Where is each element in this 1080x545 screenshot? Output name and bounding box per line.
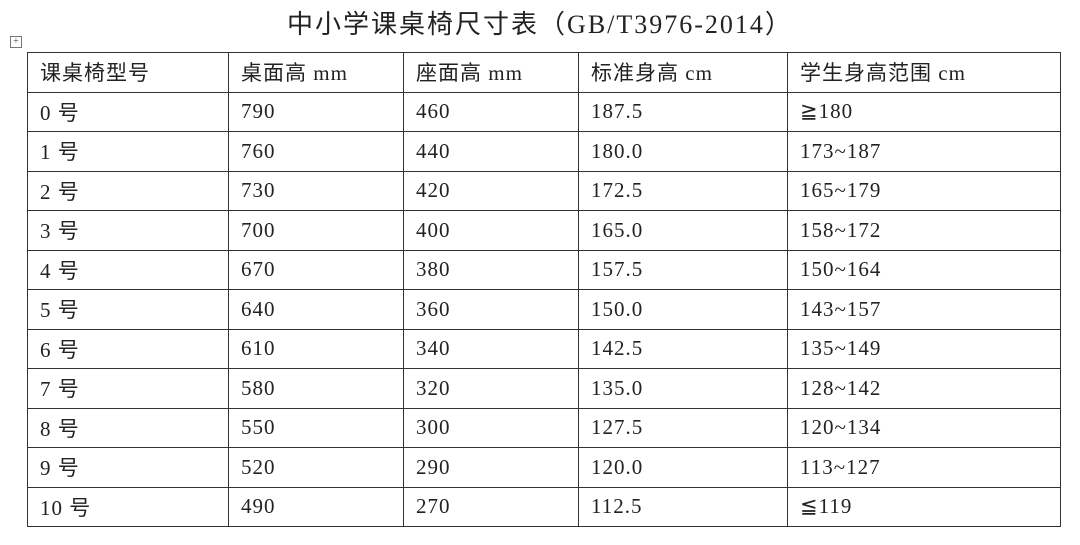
table-cell: 550	[228, 407, 404, 448]
table-cell: 440	[403, 131, 579, 172]
table-cell: 5 号	[27, 289, 229, 330]
table-cell: 490	[228, 486, 404, 527]
table-cell: 3 号	[27, 210, 229, 251]
table-cell: 8 号	[27, 407, 229, 448]
header-cell: 标准身高 cm	[578, 52, 788, 93]
header-cell: 课桌椅型号	[27, 52, 229, 93]
table-cell: 127.5	[578, 407, 788, 448]
table-cell: 790	[228, 91, 404, 132]
header-cell: 学生身高范围 cm	[787, 52, 1061, 93]
table-cell: 700	[228, 210, 404, 251]
table-cell: 150.0	[578, 289, 788, 330]
table-cell: 290	[403, 447, 579, 488]
table-cell: 270	[403, 486, 579, 527]
table-cell: 173~187	[787, 131, 1061, 172]
data-row: 5 号 640 360 150.0 143~157	[27, 289, 1061, 330]
table-cell: ≧180	[787, 91, 1061, 132]
data-row: 1 号 760 440 180.0 173~187	[27, 131, 1061, 172]
table-cell: 10 号	[27, 486, 229, 527]
data-row: 10 号 490 270 112.5 ≦119	[27, 486, 1061, 527]
table-cell: 165.0	[578, 210, 788, 251]
table-cell: 180.0	[578, 131, 788, 172]
table-cell: 120.0	[578, 447, 788, 488]
table-cell: 360	[403, 289, 579, 330]
data-row: 9 号 520 290 120.0 113~127	[27, 447, 1061, 488]
table-cell: 760	[228, 131, 404, 172]
table-cell: 380	[403, 249, 579, 290]
table-cell: 460	[403, 91, 579, 132]
header-row: 课桌椅型号 桌面高 mm 座面高 mm 标准身高 cm 学生身高范围 cm	[27, 52, 1061, 93]
table-cell: 300	[403, 407, 579, 448]
table-cell: 7 号	[27, 368, 229, 409]
data-row: 8 号 550 300 127.5 120~134	[27, 407, 1061, 448]
table-cell: 2 号	[27, 170, 229, 211]
table-move-handle[interactable]: +	[10, 36, 22, 48]
table-cell: 580	[228, 368, 404, 409]
table-title: 中小学课桌椅尺寸表（GB/T3976-2014）	[287, 10, 793, 39]
header-cell: 座面高 mm	[403, 52, 579, 93]
table-cell: 158~172	[787, 210, 1061, 251]
table-cell: 157.5	[578, 249, 788, 290]
table-cell: 4 号	[27, 249, 229, 290]
table-cell: 172.5	[578, 170, 788, 211]
data-row: 6 号 610 340 142.5 135~149	[27, 328, 1061, 369]
table-cell: 135.0	[578, 368, 788, 409]
table-cell: 340	[403, 328, 579, 369]
data-row: 7 号 580 320 135.0 128~142	[27, 368, 1061, 409]
table-cell: 113~127	[787, 447, 1061, 488]
table-cell: 150~164	[787, 249, 1061, 290]
table-cell: 165~179	[787, 170, 1061, 211]
table-cell: 6 号	[27, 328, 229, 369]
table-cell: 120~134	[787, 407, 1061, 448]
table-cell: 640	[228, 289, 404, 330]
table-cell: ≦119	[787, 486, 1061, 527]
size-table: 课桌椅型号 桌面高 mm 座面高 mm 标准身高 cm 学生身高范围 cm 0 号 790 4…	[27, 52, 1061, 527]
table-cell: 520	[228, 447, 404, 488]
table-cell: 320	[403, 368, 579, 409]
table-cell: 400	[403, 210, 579, 251]
table-cell: 1 号	[27, 131, 229, 172]
table-cell: 187.5	[578, 91, 788, 132]
data-row: 3 号 700 400 165.0 158~172	[27, 210, 1061, 251]
table-cell: 610	[228, 328, 404, 369]
table-cell: 135~149	[787, 328, 1061, 369]
table-cell: 128~142	[787, 368, 1061, 409]
table-cell: 0 号	[27, 91, 229, 132]
table-cell: 112.5	[578, 486, 788, 527]
data-row: 0 号 790 460 187.5 ≧180	[27, 91, 1061, 132]
table-cell: 142.5	[578, 328, 788, 369]
header-cell: 桌面高 mm	[228, 52, 404, 93]
table-cell: 420	[403, 170, 579, 211]
table-cell: 670	[228, 249, 404, 290]
data-row: 4 号 670 380 157.5 150~164	[27, 249, 1061, 290]
data-row: 2 号 730 420 172.5 165~179	[27, 170, 1061, 211]
table-cell: 730	[228, 170, 404, 211]
table-cell: 9 号	[27, 447, 229, 488]
table-cell: 143~157	[787, 289, 1061, 330]
